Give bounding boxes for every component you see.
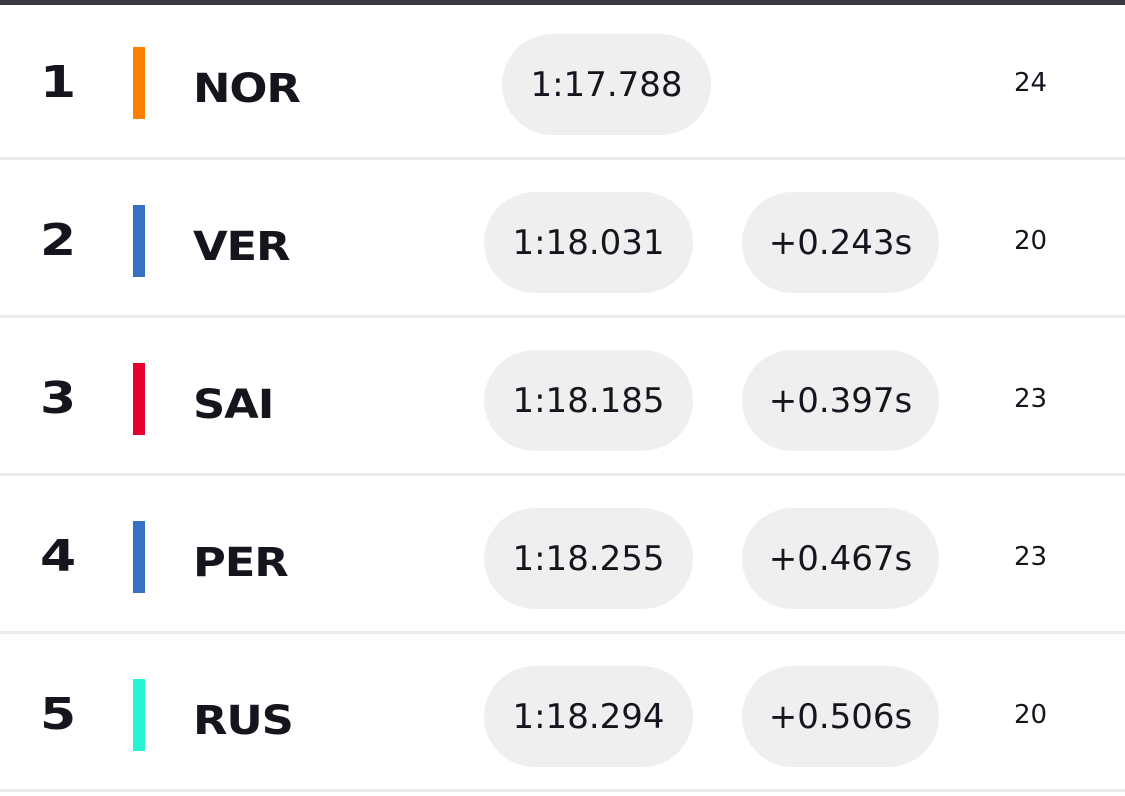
driver-code: NOR (193, 65, 301, 112)
gap-pill: +0.506s (742, 666, 939, 767)
team-color-bar (133, 205, 145, 277)
lap-time-pill: 1:18.031 (484, 192, 693, 293)
laps-count: 23 (1014, 383, 1048, 414)
header-divider (0, 0, 1125, 5)
timing-row[interactable]: 3 SAI 1:18.185 +0.397s 23 (0, 321, 1125, 476)
team-color-bar (133, 47, 145, 119)
position-number: 4 (40, 531, 78, 582)
laps-count: 20 (1014, 225, 1048, 256)
team-color-bar (133, 521, 145, 593)
lap-time-pill: 1:17.788 (502, 34, 711, 135)
driver-code: RUS (193, 697, 294, 744)
timing-row[interactable]: 5 RUS 1:18.294 +0.506s 20 (0, 637, 1125, 792)
timing-row[interactable]: 1 NOR 1:17.788 24 (0, 5, 1125, 160)
laps-count: 24 (1014, 67, 1048, 98)
team-color-bar (133, 363, 145, 435)
timing-row[interactable]: 4 PER 1:18.255 +0.467s 23 (0, 479, 1125, 634)
team-color-bar (133, 679, 145, 751)
driver-code: SAI (193, 381, 274, 428)
lap-time-pill: 1:18.294 (484, 666, 693, 767)
laps-count: 23 (1014, 541, 1048, 572)
lap-time-pill: 1:18.185 (484, 350, 693, 451)
gap-pill: +0.467s (742, 508, 939, 609)
lap-time-pill: 1:18.255 (484, 508, 693, 609)
timing-row[interactable]: 2 VER 1:18.031 +0.243s 20 (0, 163, 1125, 318)
driver-code: VER (193, 223, 291, 270)
gap-pill: +0.243s (742, 192, 939, 293)
laps-count: 20 (1014, 699, 1048, 730)
position-number: 3 (40, 373, 78, 424)
position-number: 5 (40, 689, 78, 740)
position-number: 2 (40, 215, 78, 266)
position-number: 1 (40, 57, 78, 108)
gap-pill: +0.397s (742, 350, 939, 451)
driver-code: PER (193, 539, 289, 586)
